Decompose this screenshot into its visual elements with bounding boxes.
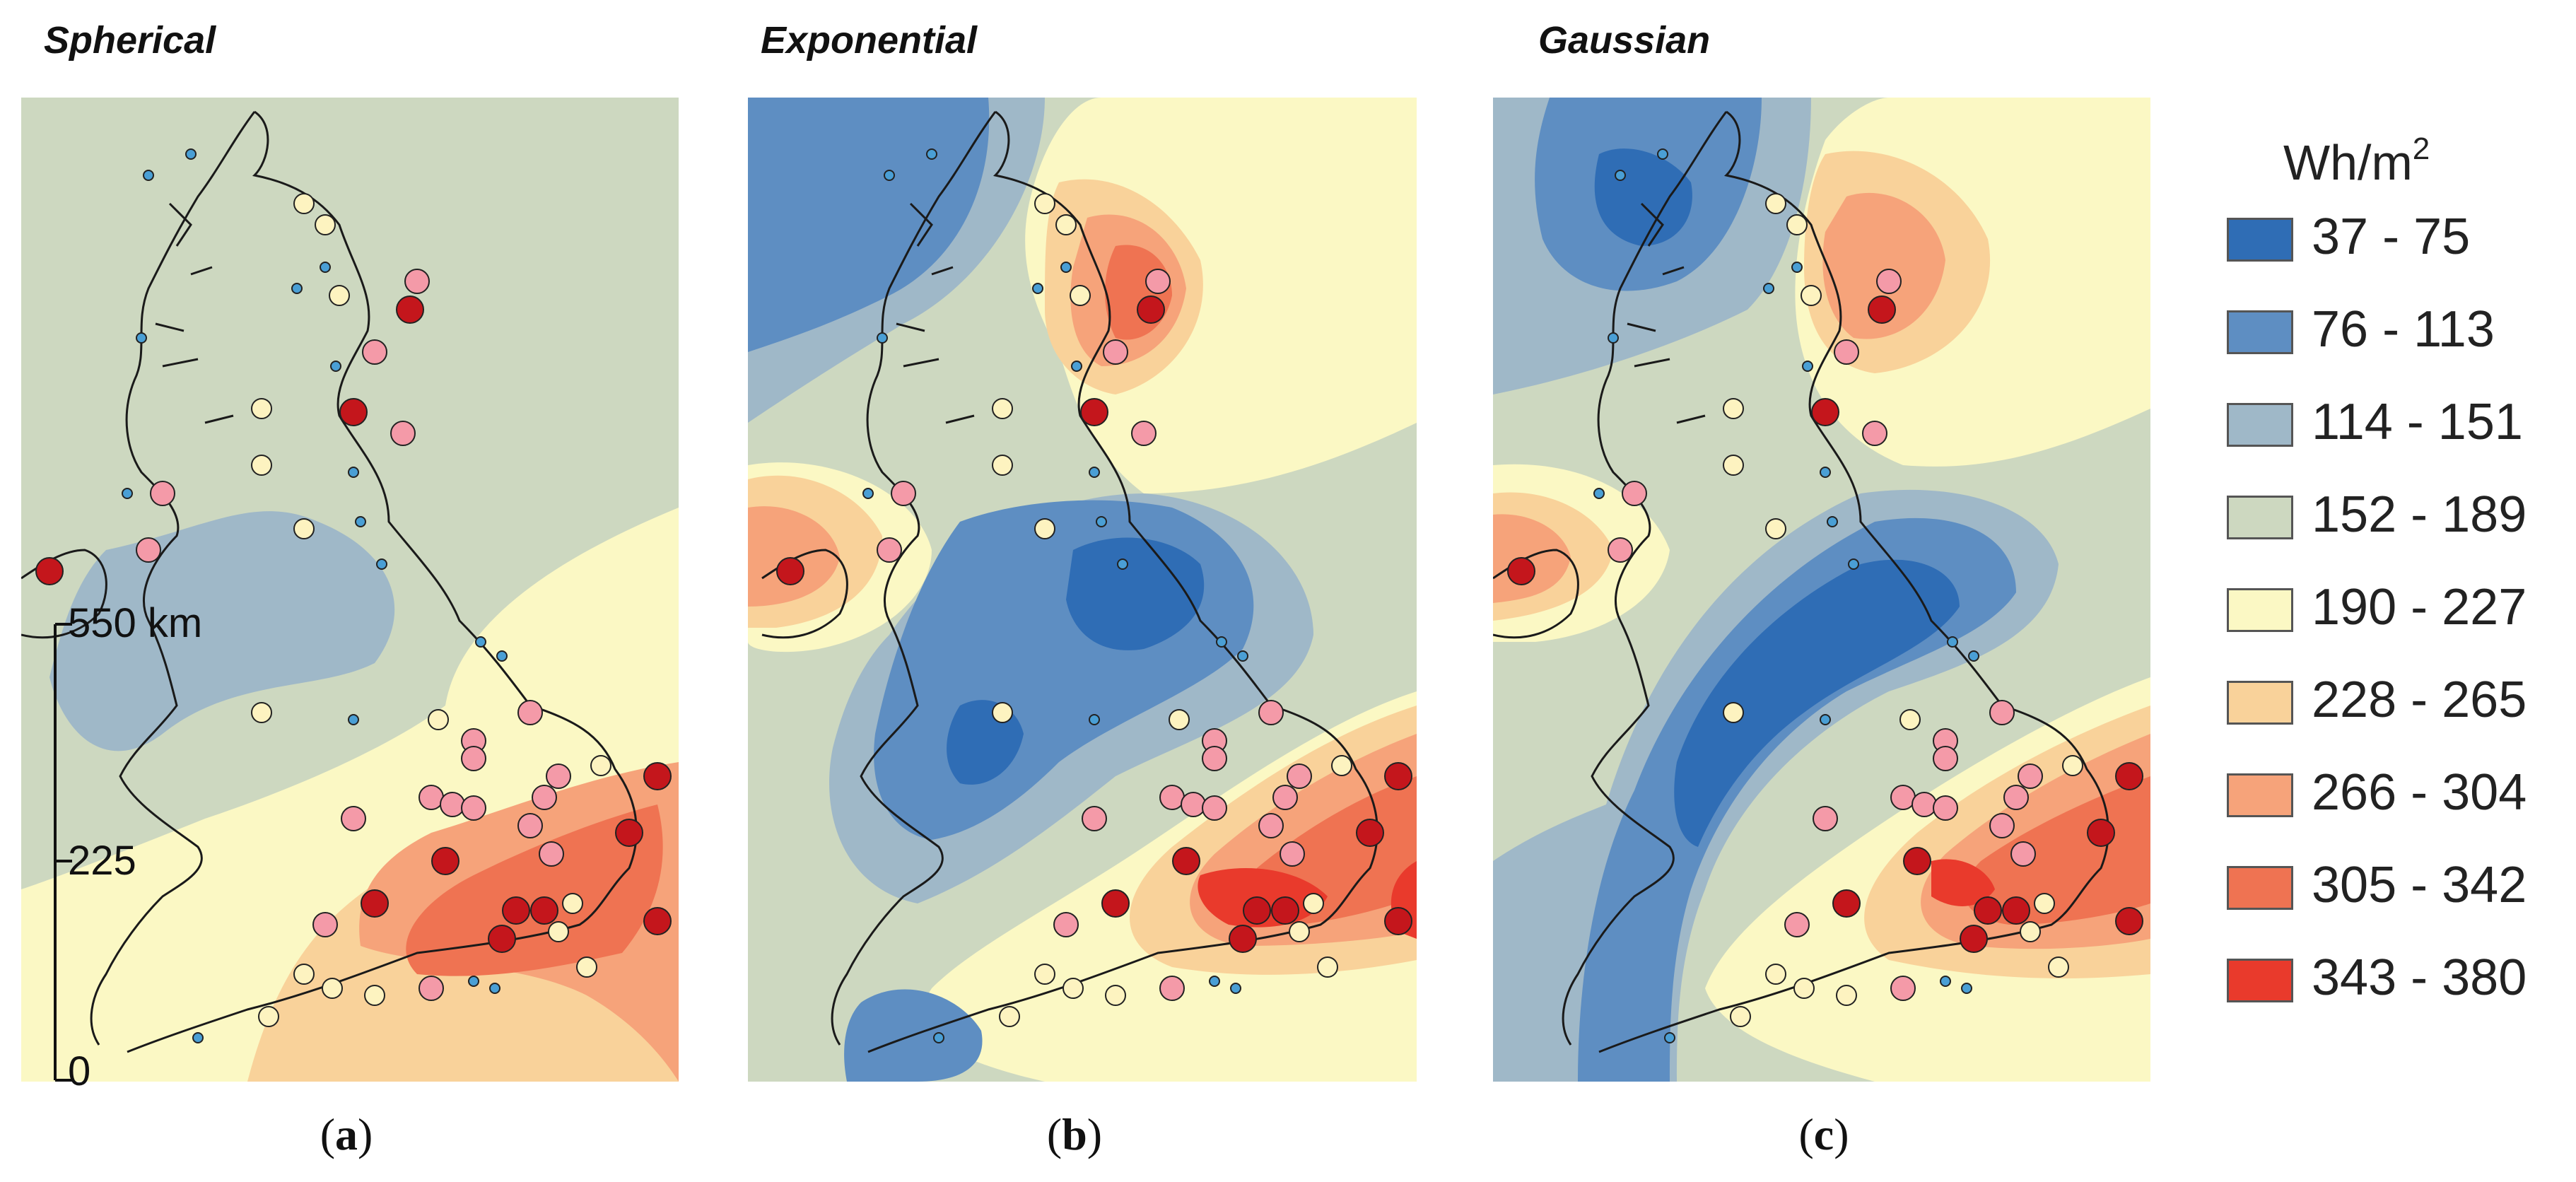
class-114-151-zone <box>49 511 395 751</box>
scale-bar <box>54 623 72 1082</box>
legend-item: 228 - 265 <box>2227 661 2566 754</box>
coastline-exponential <box>761 110 1378 1053</box>
legend-item: 343 - 380 <box>2227 939 2566 1031</box>
scale-label-top: 550 km <box>68 600 203 646</box>
class-76-113-zone <box>748 98 990 352</box>
legend-label: 190 - 227 <box>2312 579 2527 636</box>
panel-title-spherical: Spherical <box>44 19 216 62</box>
legend-label: 37 - 75 <box>2312 209 2471 265</box>
legend: Wh/m2 37 - 75 76 - 113 114 - 151 152 - 189 1… <box>2227 131 2566 1031</box>
class-305-342-zone <box>406 804 663 976</box>
map-panel-gaussian <box>1493 98 2150 1082</box>
legend-title: Wh/m2 <box>2283 131 2566 191</box>
caption-letter-c: c <box>1813 1109 1834 1159</box>
class-37-75-zone <box>1066 537 1205 650</box>
legend-swatch <box>2227 218 2293 262</box>
legend-item: 152 - 189 <box>2227 476 2566 568</box>
station-markers-spherical <box>35 148 672 1043</box>
interpolated-surface-exponential <box>748 98 1417 1082</box>
legend-item: 76 - 113 <box>2227 291 2566 383</box>
map-panel-exponential <box>748 98 1417 1082</box>
scale-label-bottom: 0 <box>68 1048 91 1094</box>
scale-label-mid: 225 <box>68 838 136 884</box>
legend-label: 76 - 113 <box>2312 301 2495 358</box>
caption-letter-b: b <box>1062 1109 1087 1159</box>
class-266-304-zone <box>1822 192 1945 339</box>
legend-swatch <box>2227 588 2293 632</box>
coastline-spherical <box>21 110 638 1053</box>
legend-swatch <box>2227 403 2293 447</box>
interpolated-surface-spherical <box>21 98 679 1082</box>
legend-swatch <box>2227 681 2293 725</box>
legend-label: 266 - 304 <box>2312 764 2527 821</box>
legend-label: 305 - 342 <box>2312 857 2527 913</box>
caption-c: (c) <box>1798 1109 1849 1159</box>
caption-b: (b) <box>1046 1109 1103 1159</box>
legend-unit-superscript: 2 <box>2412 131 2430 166</box>
legend-label: 152 - 189 <box>2312 486 2527 543</box>
panel-title-exponential: Exponential <box>761 19 978 62</box>
legend-swatch <box>2227 866 2293 910</box>
panel-title-gaussian: Gaussian <box>1538 19 1711 62</box>
class-266-304-zone <box>748 506 840 607</box>
legend-label: 343 - 380 <box>2312 949 2527 1006</box>
class-343-380-zone <box>1931 859 1995 906</box>
legend-label: 114 - 151 <box>2312 394 2523 450</box>
legend-swatch <box>2227 959 2293 1002</box>
legend-classes: 37 - 75 76 - 113 114 - 151 152 - 189 190 - 2… <box>2227 198 2566 1031</box>
caption-a: (a) <box>320 1109 373 1159</box>
caption-letter-a: a <box>335 1109 358 1159</box>
legend-unit: Wh/m <box>2283 135 2413 190</box>
legend-swatch <box>2227 310 2293 354</box>
station-markers-exponential <box>776 148 1412 1043</box>
legend-item: 305 - 342 <box>2227 846 2566 939</box>
legend-swatch <box>2227 496 2293 539</box>
class-76-113-zone <box>1578 517 2016 1082</box>
class-37-75-zone <box>1674 559 1960 847</box>
legend-item: 266 - 304 <box>2227 754 2566 846</box>
interpolated-surface-gaussian <box>1493 98 2150 1082</box>
legend-item: 37 - 75 <box>2227 198 2566 291</box>
legend-item: 190 - 227 <box>2227 568 2566 661</box>
map-panel-spherical <box>21 98 679 1082</box>
legend-label: 228 - 265 <box>2312 672 2527 728</box>
legend-item: 114 - 151 <box>2227 383 2566 476</box>
legend-swatch <box>2227 773 2293 817</box>
station-markers-gaussian <box>1507 148 2143 1043</box>
class-305-342-zone <box>1964 776 2150 925</box>
